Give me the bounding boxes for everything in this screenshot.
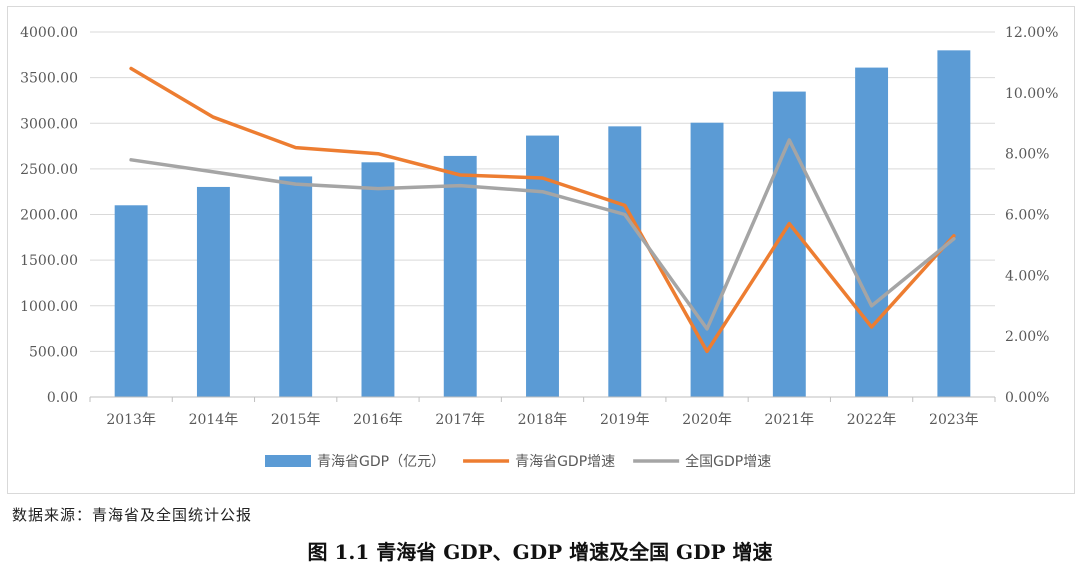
figure-caption: 图 1.1 青海省 GDP、GDP 增速及全国 GDP 增速 xyxy=(307,540,773,564)
x-tick-label: 2015年 xyxy=(271,412,321,428)
legend-swatch-bar xyxy=(265,455,311,467)
y-left-tick-label: 1500.00 xyxy=(20,253,78,269)
y-left-tick-label: 2500.00 xyxy=(20,162,78,178)
x-tick-label: 2016年 xyxy=(353,412,403,428)
bar xyxy=(196,186,230,397)
line-qinghai-gdp-growth xyxy=(129,66,956,354)
bar xyxy=(855,67,889,398)
y-right-tick-label: 4.00% xyxy=(1005,268,1049,284)
line-national-gdp-growth xyxy=(129,138,956,331)
x-tick-label: 2023年 xyxy=(929,412,979,428)
bar xyxy=(443,155,477,397)
y-left-tick-label: 3500.00 xyxy=(20,71,78,87)
y-left-tick-label: 2000.00 xyxy=(20,208,78,224)
x-tick-label: 2017年 xyxy=(435,412,485,428)
bar xyxy=(608,126,642,397)
bar xyxy=(690,122,724,397)
grid-lines xyxy=(90,31,995,352)
bar xyxy=(937,50,971,398)
bar-series xyxy=(114,50,971,398)
x-tick-label: 2020年 xyxy=(682,412,732,428)
x-tick-label: 2022年 xyxy=(847,412,897,428)
y-right-tick-label: 0.00% xyxy=(1005,390,1049,406)
y-right-tick-label: 6.00% xyxy=(1005,208,1049,224)
y-right-tick-label: 12.00% xyxy=(1005,25,1058,41)
y-left-tick-label: 500.00 xyxy=(29,344,78,360)
chart: 0.00 500.00 1000.00 1500.00 2000.00 2500.00 30… xyxy=(20,25,1058,470)
y-left-tick-label: 3000.00 xyxy=(20,116,78,132)
legend-label: 青海省GDP（亿元） xyxy=(317,454,445,470)
bar xyxy=(361,162,395,397)
bar xyxy=(114,205,148,397)
legend-label: 青海省GDP增速 xyxy=(515,454,615,470)
y-left-tick-label: 0.00 xyxy=(47,390,78,406)
y-right-tick-label: 8.00% xyxy=(1005,147,1049,163)
legend: 青海省GDP（亿元） 青海省GDP增速 全国GDP增速 xyxy=(265,453,771,470)
legend-label: 全国GDP增速 xyxy=(685,453,771,470)
x-tick-label: 2019年 xyxy=(600,412,650,428)
chart-frame xyxy=(7,6,1075,494)
bar xyxy=(526,135,559,397)
line-series xyxy=(129,66,956,354)
y-left-tick-label: 1000.00 xyxy=(20,299,78,315)
y-right-tick-label: 2.00% xyxy=(1005,329,1049,345)
x-tick-label: 2013年 xyxy=(106,412,156,428)
x-tick-label: 2018年 xyxy=(518,412,568,428)
source-note: 数据来源：青海省及全国统计公报 xyxy=(12,506,253,524)
bar xyxy=(279,176,313,397)
x-tick-label: 2014年 xyxy=(189,412,239,428)
x-tick-label: 2021年 xyxy=(764,412,814,428)
axes: 0.00 500.00 1000.00 1500.00 2000.00 2500.00 30… xyxy=(20,25,1058,428)
y-left-tick-label: 4000.00 xyxy=(20,25,78,41)
y-right-tick-label: 10.00% xyxy=(1005,86,1058,102)
